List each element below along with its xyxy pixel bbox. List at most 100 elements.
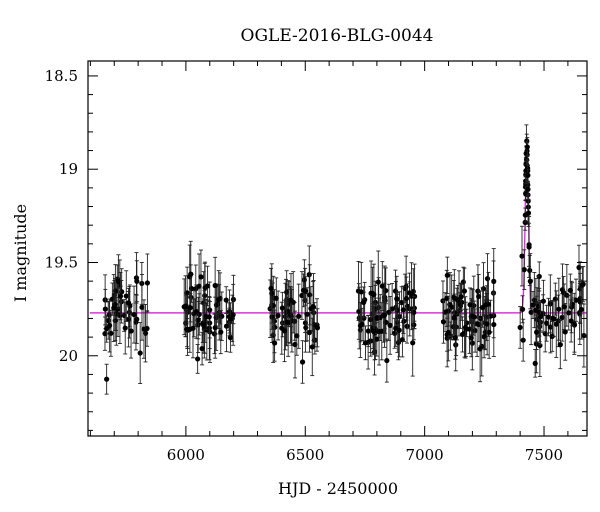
- data-point: [532, 360, 538, 366]
- data-point: [303, 325, 309, 331]
- data-point: [491, 278, 497, 284]
- data-point: [525, 186, 531, 192]
- data-point: [361, 315, 367, 321]
- data-point: [401, 318, 407, 324]
- x-tick-label: 6500: [286, 446, 324, 464]
- data-point: [184, 326, 190, 332]
- x-tick-label: 7000: [406, 446, 444, 464]
- data-point: [561, 304, 567, 310]
- data-point: [553, 321, 559, 327]
- data-point: [199, 345, 205, 352]
- data-point: [269, 290, 275, 296]
- y-tick-label: 20: [59, 347, 78, 365]
- data-point: [517, 324, 523, 331]
- data-point: [137, 350, 143, 356]
- data-point: [467, 302, 473, 308]
- data-point: [410, 340, 416, 346]
- data-point: [393, 325, 399, 331]
- data-point: [411, 309, 417, 315]
- data-point: [107, 322, 113, 329]
- data-point: [374, 336, 380, 342]
- data-point: [491, 321, 497, 328]
- data-point: [195, 356, 201, 362]
- data-point: [122, 325, 128, 331]
- data-point: [115, 278, 122, 285]
- data-point: [123, 293, 129, 299]
- data-point: [527, 278, 533, 284]
- data-point: [188, 285, 195, 292]
- data-point: [182, 303, 189, 309]
- data-point: [522, 190, 529, 197]
- data-point: [362, 340, 369, 346]
- data-point: [406, 290, 413, 296]
- data-point: [299, 359, 306, 365]
- data-point: [219, 313, 225, 319]
- data-point: [545, 314, 552, 320]
- data-point: [307, 292, 313, 298]
- data-point: [303, 288, 309, 294]
- data-point: [387, 322, 393, 328]
- data-point: [476, 293, 482, 300]
- chart-title: OGLE-2016-BLG-0044: [241, 26, 434, 46]
- data-point: [292, 341, 298, 348]
- data-point: [134, 316, 140, 322]
- data-point: [375, 279, 381, 285]
- data-point: [102, 306, 108, 312]
- data-point: [275, 312, 281, 319]
- data-point: [458, 294, 464, 300]
- y-tick-label: 19.5: [45, 253, 78, 271]
- data-points-layer: [102, 124, 587, 395]
- data-point: [568, 318, 574, 324]
- data-point: [284, 319, 290, 325]
- data-point: [368, 290, 374, 296]
- data-point: [115, 306, 121, 312]
- data-point: [188, 271, 194, 277]
- data-point: [187, 305, 193, 311]
- data-point: [468, 335, 474, 341]
- data-point: [403, 295, 410, 302]
- data-point: [141, 326, 147, 332]
- data-point: [451, 315, 457, 321]
- data-point: [361, 299, 367, 305]
- data-point: [144, 280, 150, 286]
- data-point: [384, 357, 390, 364]
- data-point: [131, 311, 137, 318]
- data-point: [380, 312, 387, 318]
- data-point: [223, 323, 230, 329]
- data-point: [445, 329, 451, 336]
- data-point: [486, 329, 492, 335]
- data-point: [383, 288, 389, 294]
- data-point: [461, 288, 468, 294]
- data-point: [296, 313, 302, 319]
- data-point: [562, 329, 568, 335]
- data-point: [551, 316, 557, 322]
- data-point: [521, 267, 527, 273]
- x-axis-label: HJD - 2450000: [278, 479, 398, 498]
- data-point: [125, 300, 132, 306]
- data-point: [455, 297, 461, 303]
- data-point: [559, 314, 565, 321]
- data-point: [524, 138, 530, 144]
- data-point: [392, 330, 398, 336]
- data-point: [368, 316, 374, 323]
- data-point: [534, 329, 540, 335]
- data-point: [203, 313, 209, 320]
- data-point: [195, 317, 201, 323]
- data-point: [227, 316, 234, 322]
- data-point: [379, 283, 385, 289]
- data-point: [218, 329, 224, 335]
- data-point: [444, 272, 450, 278]
- data-point: [287, 312, 294, 318]
- y-tick-label: 18.5: [45, 67, 78, 85]
- data-point: [525, 172, 531, 178]
- data-point: [525, 210, 532, 216]
- data-point: [530, 302, 536, 308]
- y-tick-label: 19: [59, 160, 78, 178]
- data-point: [306, 272, 312, 278]
- data-point: [519, 253, 525, 259]
- data-point: [314, 325, 321, 331]
- data-point: [310, 304, 316, 310]
- data-point: [370, 328, 376, 334]
- data-point: [528, 309, 534, 315]
- data-point: [374, 315, 380, 321]
